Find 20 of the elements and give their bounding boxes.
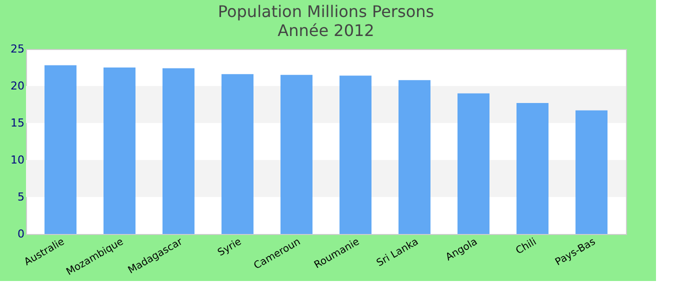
y-tick-label: 25 xyxy=(10,42,24,56)
bar xyxy=(162,68,194,234)
y-tick-label: 20 xyxy=(10,80,24,92)
bar xyxy=(222,74,254,234)
bar xyxy=(340,76,372,234)
chart-title: Population Millions Persons xyxy=(218,2,434,21)
bar xyxy=(516,103,548,234)
bar xyxy=(398,80,430,234)
bar xyxy=(576,110,608,234)
bar xyxy=(458,93,490,234)
y-tick-label: 15 xyxy=(10,116,24,130)
bar xyxy=(44,65,76,234)
y-tick-label: 0 xyxy=(18,228,24,240)
y-tick-label: 10 xyxy=(10,154,24,166)
chart-subtitle: Année 2012 xyxy=(278,21,374,40)
x-tick-label: Syrie xyxy=(216,236,244,259)
y-tick-label: 5 xyxy=(18,190,24,204)
x-tick-label: Chili xyxy=(514,236,538,257)
bar xyxy=(280,74,312,234)
bar xyxy=(104,68,136,234)
